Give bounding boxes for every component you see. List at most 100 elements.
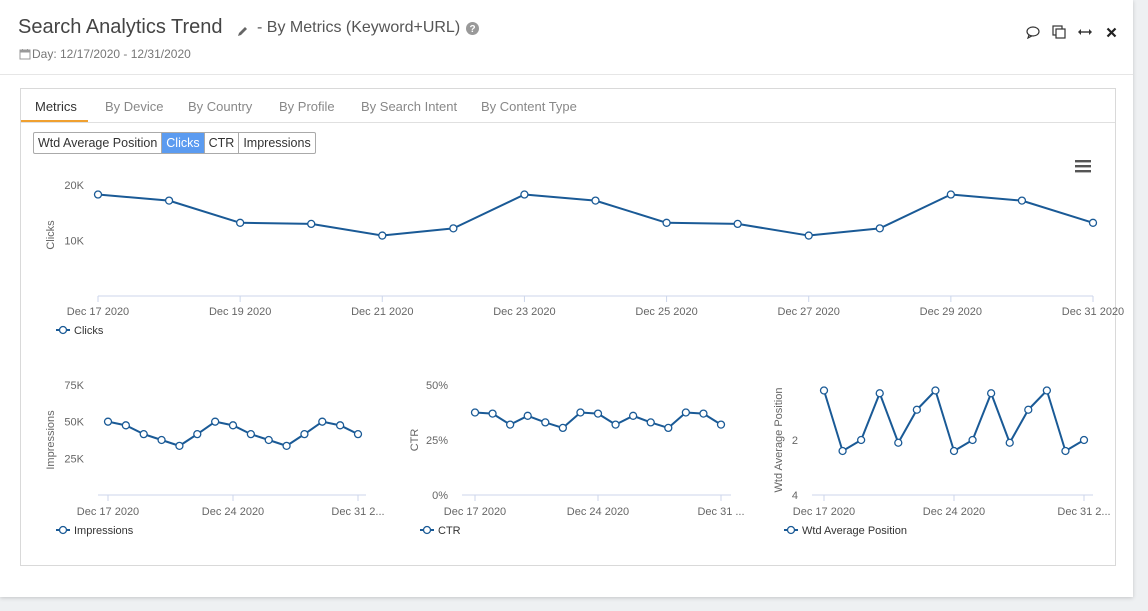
position-data-point[interactable] bbox=[1024, 405, 1033, 414]
position-data-point[interactable] bbox=[968, 435, 977, 445]
position-data-point[interactable] bbox=[986, 389, 996, 398]
close-icon[interactable] bbox=[1103, 24, 1119, 40]
ctr-x-tick-label: Dec 17 2020 bbox=[444, 506, 506, 518]
svg-text:?: ? bbox=[469, 24, 475, 35]
main-data-point[interactable] bbox=[307, 219, 316, 229]
impressions-data-point[interactable] bbox=[175, 441, 184, 451]
position-data-point[interactable] bbox=[875, 389, 884, 398]
expand-icon[interactable] bbox=[1077, 24, 1093, 40]
impressions-data-point[interactable] bbox=[139, 429, 148, 439]
ctr-data-point[interactable] bbox=[576, 408, 585, 417]
ctr-data-point[interactable] bbox=[505, 420, 515, 429]
main-data-point[interactable] bbox=[164, 196, 174, 205]
impressions-data-point[interactable] bbox=[353, 429, 363, 439]
impressions-data-point[interactable] bbox=[300, 429, 309, 439]
tab-metrics[interactable]: Metrics bbox=[35, 99, 77, 114]
impressions-y-tick-label: 50K bbox=[64, 417, 84, 429]
tab-by-country[interactable]: By Country bbox=[188, 99, 253, 114]
tab-by-profile[interactable]: By Profile bbox=[279, 99, 335, 114]
position-data-point[interactable] bbox=[1005, 438, 1014, 447]
position-data-point[interactable] bbox=[949, 446, 959, 456]
impressions-data-point[interactable] bbox=[210, 417, 220, 426]
toggle-clicks[interactable]: Clicks bbox=[162, 133, 205, 153]
ctr-data-point[interactable] bbox=[628, 411, 638, 420]
copy-icon[interactable] bbox=[1051, 24, 1067, 40]
position-y-tick-label: 4 bbox=[792, 490, 798, 502]
main-y-axis-label: Clicks bbox=[45, 220, 57, 250]
position-y-tick-label: 2 bbox=[792, 435, 798, 447]
main-x-tick-label: Dec 19 2020 bbox=[209, 306, 271, 318]
position-data-point[interactable] bbox=[856, 435, 866, 445]
main-data-point[interactable] bbox=[733, 219, 742, 229]
ctr-data-point[interactable] bbox=[523, 411, 532, 420]
main-data-point[interactable] bbox=[520, 190, 529, 199]
main-data-point[interactable] bbox=[1088, 218, 1098, 227]
main-data-point[interactable] bbox=[378, 231, 387, 240]
ctr-y-axis-label: CTR bbox=[409, 429, 421, 452]
ctr-data-point[interactable] bbox=[558, 423, 568, 433]
main-data-point[interactable] bbox=[946, 190, 956, 199]
chart-panel: Metrics By Device By Country By Profile … bbox=[20, 88, 1124, 566]
comment-icon[interactable] bbox=[1025, 24, 1041, 40]
ctr-data-point[interactable] bbox=[716, 420, 726, 429]
main-data-point[interactable] bbox=[235, 218, 245, 227]
main-data-point[interactable] bbox=[93, 190, 103, 199]
main-data-point[interactable] bbox=[875, 224, 884, 233]
ctr-x-tick-label: Dec 31 ... bbox=[697, 506, 744, 518]
toggle-wtd-average-position[interactable]: Wtd Average Position bbox=[34, 133, 163, 153]
main-data-point[interactable] bbox=[591, 196, 600, 205]
active-tab-indicator bbox=[21, 120, 88, 122]
impressions-data-point[interactable] bbox=[121, 421, 131, 430]
metric-toggle: Wtd Average Position Clicks CTR Impressi… bbox=[33, 132, 316, 154]
toggle-impressions[interactable]: Impressions bbox=[243, 136, 311, 150]
impressions-data-point[interactable] bbox=[193, 429, 202, 439]
chart-menu-icon[interactable] bbox=[1074, 159, 1092, 178]
main-x-tick-label: Dec 17 2020 bbox=[67, 306, 129, 318]
ctr-data-point[interactable] bbox=[646, 418, 655, 427]
ctr-data-point[interactable] bbox=[611, 420, 620, 429]
position-legend-label: Wtd Average Position bbox=[802, 525, 907, 537]
impressions-y-axis-label: Impressions bbox=[45, 410, 57, 470]
position-data-point[interactable] bbox=[819, 386, 829, 395]
main-x-tick-label: Dec 29 2020 bbox=[920, 306, 982, 318]
tab-by-content-type[interactable]: By Content Type bbox=[481, 99, 577, 114]
ctr-data-point[interactable] bbox=[541, 418, 550, 427]
ctr-data-point[interactable] bbox=[470, 408, 480, 417]
toggle-ctr[interactable]: CTR bbox=[205, 133, 240, 153]
tab-by-device[interactable]: By Device bbox=[105, 99, 164, 114]
position-data-point[interactable] bbox=[1079, 435, 1089, 445]
widget-title: Search Analytics Trend bbox=[18, 16, 223, 38]
widget-subtitle: - By Metrics (Keyword+URL) bbox=[257, 19, 461, 36]
impressions-data-point[interactable] bbox=[264, 435, 273, 445]
tab-by-search-intent[interactable]: By Search Intent bbox=[361, 99, 458, 114]
ctr-data-point[interactable] bbox=[699, 409, 708, 418]
position-x-tick-label: Dec 24 2020 bbox=[923, 506, 985, 518]
ctr-data-point[interactable] bbox=[664, 423, 673, 433]
edit-pencil-icon[interactable] bbox=[237, 24, 248, 42]
impressions-data-point[interactable] bbox=[246, 429, 256, 439]
main-x-tick-label: Dec 23 2020 bbox=[493, 306, 555, 318]
position-data-point[interactable] bbox=[838, 446, 847, 456]
impressions-data-point[interactable] bbox=[157, 435, 166, 445]
position-data-point[interactable] bbox=[1061, 446, 1070, 456]
impressions-data-point[interactable] bbox=[103, 417, 113, 426]
impressions-data-point[interactable] bbox=[335, 421, 345, 430]
main-data-point[interactable] bbox=[1017, 196, 1027, 205]
position-x-tick-label: Dec 17 2020 bbox=[793, 506, 855, 518]
position-data-point[interactable] bbox=[931, 386, 940, 395]
position-legend-marker bbox=[786, 525, 796, 535]
main-data-point[interactable] bbox=[804, 231, 813, 240]
ctr-data-point[interactable] bbox=[681, 408, 691, 417]
main-data-point[interactable] bbox=[449, 224, 458, 233]
position-data-point[interactable] bbox=[1042, 386, 1052, 395]
ctr-data-point[interactable] bbox=[488, 409, 497, 418]
main-data-point[interactable] bbox=[662, 218, 671, 227]
position-data-point[interactable] bbox=[912, 405, 922, 414]
help-icon[interactable]: ? bbox=[466, 22, 479, 40]
ctr-data-point[interactable] bbox=[593, 409, 603, 418]
impressions-data-point[interactable] bbox=[318, 417, 327, 426]
ctr-y-tick-label: 50% bbox=[426, 380, 448, 392]
impressions-data-point[interactable] bbox=[228, 421, 238, 430]
position-data-point[interactable] bbox=[894, 438, 903, 447]
impressions-data-point[interactable] bbox=[282, 441, 291, 451]
